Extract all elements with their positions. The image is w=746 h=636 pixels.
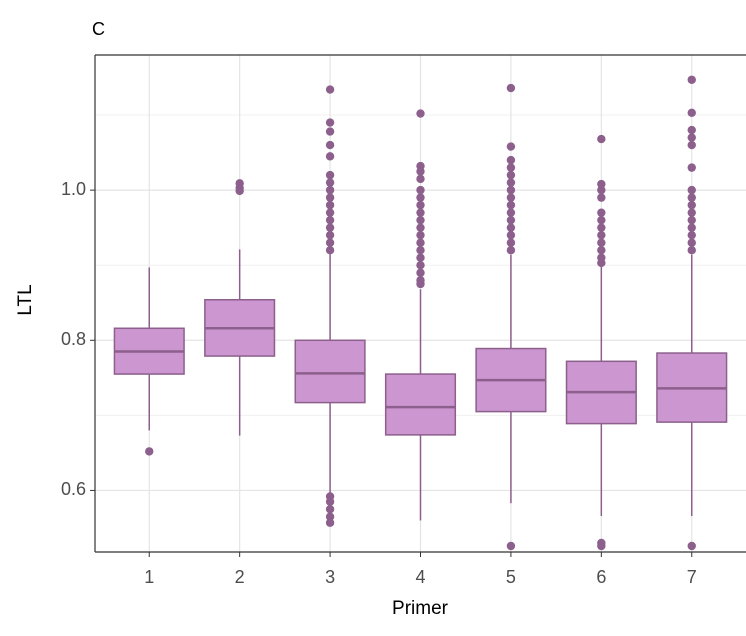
outlier xyxy=(325,497,335,506)
outlier xyxy=(506,163,516,172)
outlier xyxy=(325,152,335,161)
outlier xyxy=(687,75,696,84)
outlier xyxy=(325,127,335,136)
outlier xyxy=(325,85,335,94)
outlier xyxy=(687,245,696,255)
outlier xyxy=(687,125,696,135)
outlier xyxy=(687,230,696,240)
outlier xyxy=(687,133,696,142)
outlier xyxy=(416,193,425,202)
outlier xyxy=(325,170,335,180)
outlier xyxy=(597,134,606,144)
outlier xyxy=(506,170,516,180)
box xyxy=(384,373,457,436)
box xyxy=(294,339,366,404)
outlier xyxy=(416,261,425,270)
outlier xyxy=(325,505,335,514)
outlier xyxy=(506,223,516,232)
outlier xyxy=(325,193,335,202)
outlier xyxy=(325,178,335,187)
y-tick-label: 0.8 xyxy=(61,329,86,349)
x-tick-label: 7 xyxy=(687,567,697,587)
outlier xyxy=(687,541,696,551)
y-axis-title: LTL xyxy=(15,284,36,315)
x-tick-label: 3 xyxy=(325,567,335,587)
outlier xyxy=(416,174,425,184)
x-tick-label: 1 xyxy=(144,567,154,587)
outlier xyxy=(687,238,696,247)
outlier xyxy=(325,238,335,247)
outlier xyxy=(597,215,606,225)
outlier xyxy=(416,238,425,247)
outlier xyxy=(416,279,425,289)
outlier xyxy=(506,142,516,151)
x-tick-label: 2 xyxy=(235,567,245,587)
outlier xyxy=(506,178,516,187)
outlier xyxy=(687,200,696,210)
outlier xyxy=(506,230,516,240)
outlier xyxy=(325,223,335,232)
outlier xyxy=(416,215,425,225)
outlier xyxy=(506,215,516,225)
y-tick-label: 1.0 xyxy=(61,179,86,199)
outlier xyxy=(597,538,606,548)
x-tick-label: 4 xyxy=(415,567,425,587)
x-tick-label: 6 xyxy=(596,567,606,587)
chart-title: C xyxy=(92,19,105,39)
outlier xyxy=(597,208,606,217)
outlier xyxy=(687,193,696,202)
outlier xyxy=(687,108,696,118)
outlier xyxy=(506,83,516,93)
outlier xyxy=(325,230,335,240)
outlier xyxy=(597,179,606,189)
outlier xyxy=(687,163,696,172)
outlier xyxy=(506,541,516,551)
y-tick-label: 0.6 xyxy=(61,479,86,499)
outlier xyxy=(325,245,335,255)
outlier xyxy=(597,193,606,202)
outlier xyxy=(597,185,606,195)
outlier xyxy=(597,238,606,247)
outlier xyxy=(416,253,425,262)
outlier xyxy=(506,245,516,255)
outlier xyxy=(416,185,425,195)
outlier xyxy=(506,193,516,202)
outlier xyxy=(416,167,425,176)
outlier xyxy=(416,268,425,277)
outlier xyxy=(687,215,696,225)
outlier xyxy=(325,185,335,195)
outlier xyxy=(325,518,335,527)
outlier xyxy=(145,447,154,456)
outlier xyxy=(597,245,606,255)
outlier xyxy=(597,223,606,232)
outlier xyxy=(325,200,335,210)
outlier xyxy=(506,185,516,195)
outlier xyxy=(687,223,696,232)
outlier xyxy=(416,109,425,118)
outlier xyxy=(325,512,335,521)
outlier xyxy=(416,200,425,210)
outlier xyxy=(416,230,425,240)
outlier xyxy=(687,208,696,217)
outlier xyxy=(687,140,696,150)
outlier xyxy=(325,208,335,217)
outlier xyxy=(235,179,244,188)
outlier xyxy=(506,155,516,165)
x-tick-label: 5 xyxy=(506,567,516,587)
outlier xyxy=(506,238,516,247)
outlier xyxy=(506,208,516,217)
outlier xyxy=(597,258,606,268)
outlier xyxy=(325,140,335,150)
outlier xyxy=(416,223,425,232)
x-axis-title: Primer xyxy=(392,598,449,619)
outlier xyxy=(687,185,696,195)
outlier xyxy=(416,245,425,255)
outlier xyxy=(325,118,335,127)
outlier xyxy=(597,230,606,240)
outlier xyxy=(506,200,516,210)
outlier xyxy=(325,215,335,225)
outlier xyxy=(416,208,425,217)
